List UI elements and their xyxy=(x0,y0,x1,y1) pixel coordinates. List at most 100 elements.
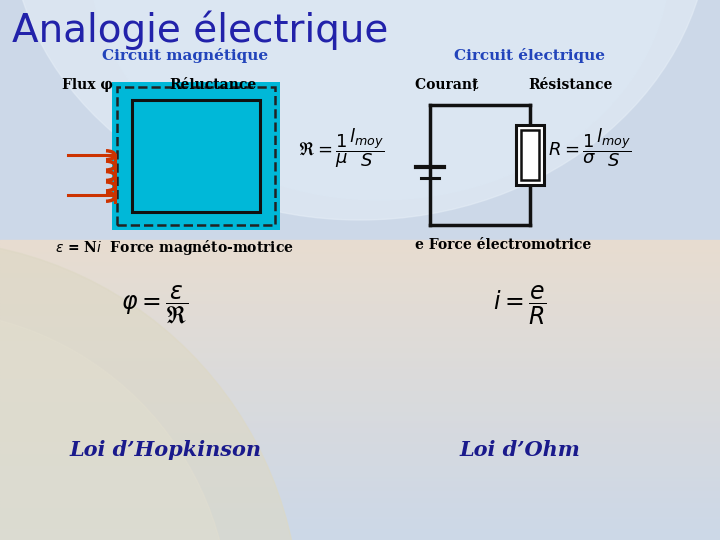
Bar xyxy=(0,528,720,530)
Bar xyxy=(0,343,720,345)
Bar xyxy=(0,429,720,430)
Bar xyxy=(0,299,720,300)
Bar xyxy=(0,432,720,434)
Bar xyxy=(0,305,720,306)
Bar xyxy=(0,438,720,440)
Bar xyxy=(0,284,720,285)
Bar xyxy=(0,310,720,312)
Bar xyxy=(0,376,720,378)
Bar xyxy=(0,264,720,266)
Bar xyxy=(0,488,720,489)
Bar xyxy=(0,312,720,314)
Bar xyxy=(0,392,720,393)
Bar xyxy=(0,274,720,276)
Bar xyxy=(0,322,720,324)
Bar xyxy=(0,459,720,461)
Bar xyxy=(0,289,720,291)
Text: Réluctance: Réluctance xyxy=(169,78,256,92)
Bar xyxy=(0,447,720,449)
Bar xyxy=(0,462,720,463)
Bar xyxy=(0,351,720,353)
Bar xyxy=(0,508,720,510)
Bar xyxy=(0,426,720,428)
Bar xyxy=(0,450,720,451)
Bar xyxy=(0,496,720,498)
Bar xyxy=(0,420,720,422)
Bar xyxy=(0,348,720,349)
Bar xyxy=(0,288,720,289)
Bar xyxy=(0,342,720,343)
Bar xyxy=(0,279,720,280)
Bar xyxy=(117,87,275,225)
Bar xyxy=(0,355,720,357)
Bar xyxy=(0,247,720,249)
Bar xyxy=(0,535,720,537)
Bar xyxy=(0,510,720,511)
Text: Analogie électrique: Analogie électrique xyxy=(12,10,388,50)
Bar xyxy=(0,359,720,360)
Bar xyxy=(0,399,720,401)
Bar xyxy=(0,457,720,459)
Bar xyxy=(0,502,720,504)
Bar xyxy=(0,523,720,525)
Bar xyxy=(0,301,720,303)
Bar xyxy=(0,516,720,517)
Bar xyxy=(0,272,720,273)
Bar xyxy=(0,333,720,334)
Bar xyxy=(0,354,720,355)
Bar xyxy=(0,265,720,267)
Bar xyxy=(0,511,720,513)
Text: $\varepsilon$ = N$i$  Force magnéto-motrice: $\varepsilon$ = N$i$ Force magnéto-motri… xyxy=(55,238,294,257)
Bar xyxy=(521,130,539,180)
Bar xyxy=(516,125,544,185)
Text: Loi d’Hopkinson: Loi d’Hopkinson xyxy=(69,440,261,460)
Bar xyxy=(0,405,720,407)
Bar xyxy=(0,490,720,492)
Bar xyxy=(0,486,720,488)
Bar xyxy=(0,427,720,429)
Bar xyxy=(0,501,720,503)
Bar xyxy=(0,240,720,241)
Bar xyxy=(132,100,260,212)
Bar xyxy=(0,255,720,256)
Bar xyxy=(0,382,720,384)
Bar xyxy=(0,403,720,405)
Ellipse shape xyxy=(10,0,710,220)
Bar xyxy=(0,415,720,417)
Bar xyxy=(0,495,720,496)
Bar xyxy=(0,390,720,392)
Bar xyxy=(0,282,720,284)
Bar xyxy=(0,451,720,453)
Bar xyxy=(0,504,720,505)
Bar xyxy=(0,515,720,516)
Bar xyxy=(0,468,720,469)
Bar xyxy=(0,407,720,408)
Bar xyxy=(0,446,720,447)
Bar xyxy=(0,268,720,270)
Bar xyxy=(0,327,720,328)
Bar xyxy=(0,408,720,409)
Bar xyxy=(0,297,720,299)
Bar xyxy=(0,259,720,261)
Bar xyxy=(0,309,720,310)
Bar xyxy=(0,292,720,294)
Text: Flux φ: Flux φ xyxy=(62,78,113,92)
Bar xyxy=(0,434,720,435)
Bar xyxy=(0,346,720,348)
Bar xyxy=(0,246,720,247)
Bar xyxy=(0,418,720,420)
Bar xyxy=(0,393,720,395)
Text: $R = \dfrac{1}{\sigma}\dfrac{l_{moy}}{S}$: $R = \dfrac{1}{\sigma}\dfrac{l_{moy}}{S}… xyxy=(548,127,631,169)
Bar xyxy=(0,421,720,423)
Bar xyxy=(0,481,720,483)
Bar xyxy=(0,454,720,456)
Bar xyxy=(0,321,720,322)
Bar xyxy=(0,414,720,415)
Bar xyxy=(0,402,720,403)
Bar xyxy=(0,531,720,532)
Bar xyxy=(112,82,280,230)
Bar xyxy=(0,465,720,467)
Bar xyxy=(0,372,720,374)
Text: Courant: Courant xyxy=(415,78,483,92)
Bar xyxy=(0,258,720,260)
